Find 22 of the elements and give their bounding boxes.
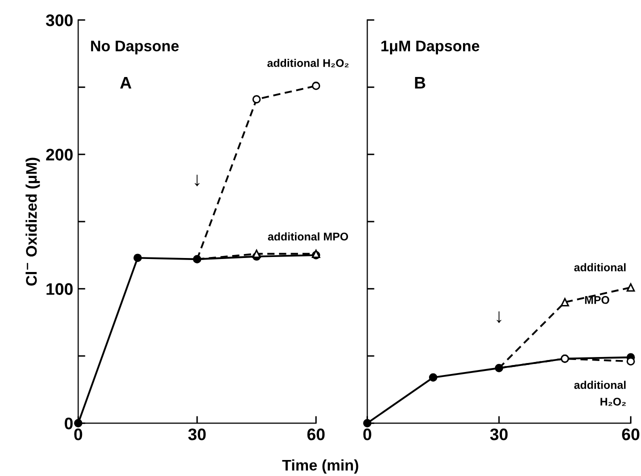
x-tick-label: 30 [490,428,508,440]
x-tick-label: 0 [74,428,82,440]
annotation: ↓ [194,174,200,186]
y-tick-label: 300 [46,14,73,26]
series-label: additional H₂O₂ [574,380,626,406]
text: B [415,77,426,89]
series-label: additional H₂O₂ [267,58,349,68]
y-tick-label: 0 [64,418,73,430]
x-tick-label: 0 [363,428,372,440]
annotation: ↓ [496,311,502,323]
y-axis-title: Cl$^{−}$ Oxidized (μM) [26,158,40,286]
x-tick-label: 60 [622,428,640,440]
text: 1μM Dapsone [381,40,480,54]
text: A [120,77,132,89]
series-label: additional MPO [268,232,348,241]
x-axis-title: Time (min) [282,459,358,474]
x-tick-label: 30 [188,428,206,440]
y-tick-label: 100 [46,283,73,295]
x-tick-label: 60 [307,428,325,440]
text: additional MPO [574,263,626,304]
y-tick-label: 200 [46,148,73,161]
text: No Dapsone [91,40,179,54]
